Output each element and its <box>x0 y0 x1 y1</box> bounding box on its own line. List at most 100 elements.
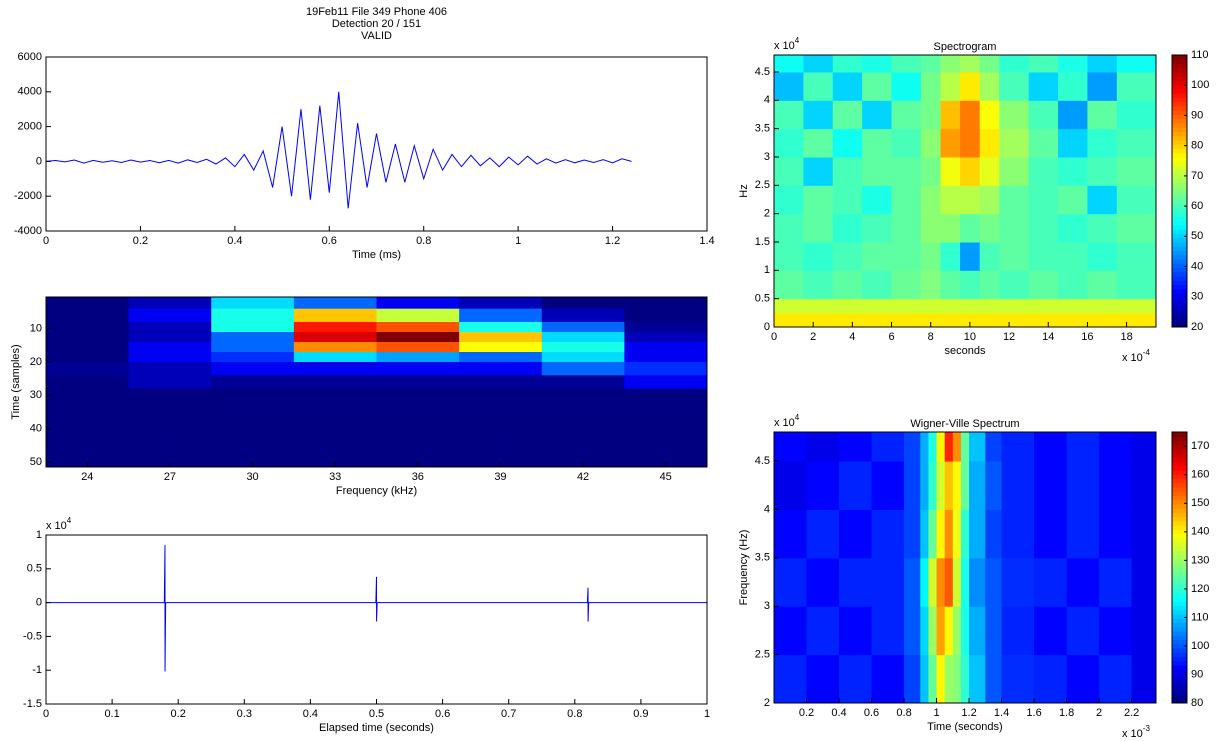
heat-cell <box>871 654 905 704</box>
colorbar-tick-label: 30 <box>1191 291 1203 303</box>
heat-cell <box>774 242 804 271</box>
x-tick-label: 0.9 <box>633 708 648 720</box>
heat-cell <box>774 128 804 158</box>
heat-cell <box>803 298 834 314</box>
heat-cell <box>211 308 295 323</box>
heat-cell <box>774 270 804 300</box>
colorbar-swatch <box>1172 174 1187 179</box>
heat-cell <box>1087 242 1118 271</box>
heat-cell <box>999 312 1030 328</box>
heat-cell <box>293 375 377 390</box>
y-tick-label: 4.5 <box>755 66 770 78</box>
heat-cell <box>774 312 804 328</box>
heat-cell <box>928 654 938 704</box>
colorbar-swatch <box>1172 550 1187 556</box>
colorbar-swatch <box>1172 597 1187 602</box>
colorbar-swatch <box>1172 571 1187 577</box>
heat-cell <box>459 322 543 333</box>
heat-cell <box>985 461 1003 510</box>
colorbar-swatch <box>1172 453 1187 458</box>
heat-cell <box>891 242 922 271</box>
heat-cell <box>936 509 946 559</box>
heat-cell <box>46 297 130 310</box>
x-axis-label: Elapsed time (seconds) <box>319 722 434 734</box>
heat-cell <box>624 322 708 333</box>
x-tick-label: 4 <box>849 331 855 343</box>
x-tick-label: 12 <box>1003 331 1015 343</box>
heat-cell <box>1028 157 1059 186</box>
heat-cell <box>541 297 625 310</box>
x-tick-label: 18 <box>1120 331 1132 343</box>
heat-cell <box>211 322 295 333</box>
heat-cell <box>624 388 708 468</box>
colorbar-swatch <box>1172 448 1187 454</box>
colorbar-tick-label: 90 <box>1191 109 1203 121</box>
heat-cell <box>920 606 929 656</box>
y-tick-label: 4.5 <box>755 455 770 467</box>
exponent-base: x 10 <box>1122 728 1143 740</box>
colorbar-swatch <box>1172 525 1187 530</box>
heat-cell <box>624 342 708 353</box>
heat-cell <box>774 432 808 462</box>
heat-cell <box>1066 557 1100 607</box>
colorbar-swatch <box>1172 584 1187 590</box>
heat-cell <box>803 157 834 186</box>
heat-cell <box>624 375 708 390</box>
heat-cell <box>1028 55 1059 73</box>
x-tick-label: 42 <box>577 471 589 483</box>
heat-cell <box>774 606 808 656</box>
heat-cell <box>1116 242 1157 271</box>
x-tick-label: 1 <box>515 235 521 247</box>
colorbar-swatch <box>1172 465 1187 471</box>
heat-cell <box>928 509 938 559</box>
heat-cell <box>871 509 905 559</box>
x-tick-label: 0.8 <box>896 707 911 719</box>
heat-cell <box>1028 100 1059 130</box>
heat-cell <box>1028 270 1059 300</box>
x-tick-label: 14 <box>1042 331 1054 343</box>
colorbar-tick-label: 60 <box>1191 200 1203 212</box>
heat-cell <box>940 72 961 101</box>
colorbar-swatch <box>1172 631 1187 636</box>
y-tick-label: 2 <box>764 208 770 220</box>
heat-cell <box>211 375 295 390</box>
heat-cell <box>936 461 946 510</box>
heat-cell <box>1099 557 1133 607</box>
colorbar-swatch <box>1172 559 1187 564</box>
heat-cell <box>940 55 961 73</box>
heat-cell <box>293 297 377 310</box>
heat-cell <box>832 270 863 300</box>
heat-cell <box>1116 185 1157 215</box>
heat-cell <box>960 55 981 73</box>
heat-cell <box>979 213 1000 243</box>
x-axis-label: Time (seconds) <box>927 721 1002 733</box>
colorbar-swatch <box>1172 516 1187 522</box>
heat-cell <box>211 297 295 310</box>
heat-cell <box>1001 432 1035 462</box>
heat-cell <box>1028 242 1059 271</box>
colorbar-tick-label: 110 <box>1191 611 1209 623</box>
heat-cell <box>944 606 954 656</box>
colorbar-swatch <box>1172 216 1187 222</box>
x-tick-label: 0.5 <box>369 708 384 720</box>
heat-cell <box>1028 312 1059 328</box>
heat-cell <box>832 298 863 314</box>
heat-cell <box>871 557 905 607</box>
colorbar-swatch <box>1172 314 1187 319</box>
heat-cell <box>928 461 938 510</box>
colorbar-swatch <box>1172 212 1187 217</box>
x-tick-label: 24 <box>81 471 93 483</box>
heat-cell <box>999 55 1030 73</box>
heat-cell <box>832 242 863 271</box>
plot-frame <box>773 54 1157 328</box>
heat-cell <box>936 606 946 656</box>
colorbar-tick-label: 150 <box>1191 497 1209 509</box>
heat-cell <box>46 388 130 468</box>
heat-cell <box>839 509 873 559</box>
colorbar-swatch <box>1172 72 1187 77</box>
heat-cell <box>459 297 543 310</box>
heat-cell <box>999 185 1030 215</box>
heat-cell <box>999 270 1030 300</box>
colorbar-swatch <box>1172 529 1187 535</box>
heat-cell <box>1034 606 1068 656</box>
